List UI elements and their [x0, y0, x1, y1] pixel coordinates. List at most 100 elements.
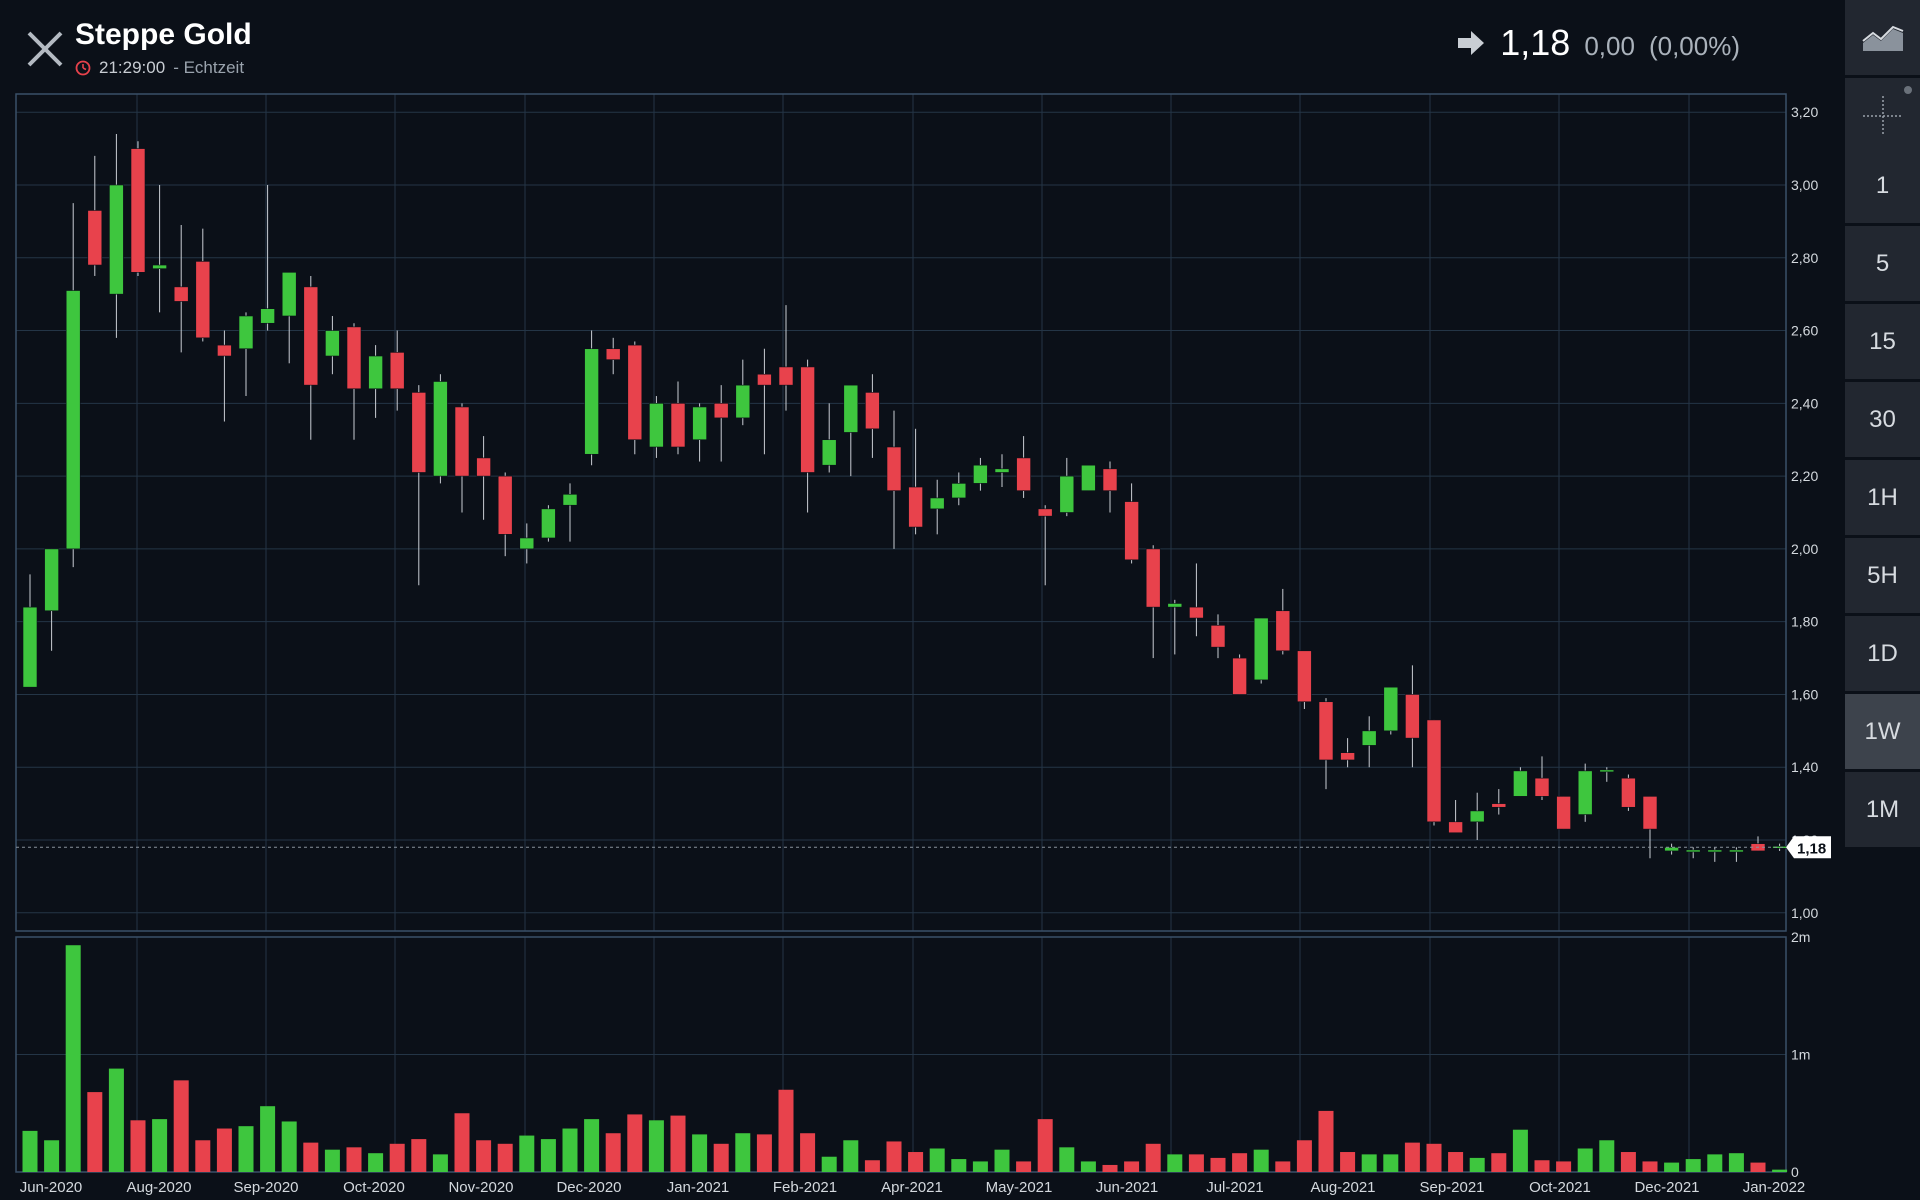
- volume-bar: [1275, 1161, 1291, 1172]
- candle-body: [65, 290, 81, 550]
- x-tick-label: Jan-2021: [667, 1179, 730, 1196]
- interval-button-5h[interactable]: 5H: [1845, 538, 1920, 613]
- candle-body: [325, 330, 340, 357]
- candle-body: [1729, 849, 1744, 853]
- interval-button-5[interactable]: 5: [1845, 226, 1920, 301]
- volume-tick-label: 2m: [1791, 929, 1810, 945]
- interval-button-1d[interactable]: 1D: [1845, 616, 1920, 691]
- candle-body: [1340, 752, 1355, 761]
- x-tick-label: Oct-2021: [1529, 1179, 1591, 1196]
- volume-bar: [1167, 1154, 1183, 1172]
- price-panel-border: [15, 93, 1787, 932]
- interval-button-15[interactable]: 15: [1845, 304, 1920, 379]
- candle-body: [1491, 803, 1507, 808]
- interval-button-1h[interactable]: 1H: [1845, 460, 1920, 535]
- x-tick-label: Nov-2020: [448, 1179, 513, 1196]
- volume-bar: [972, 1161, 988, 1172]
- x-tick-label: Jun-2021: [1096, 1179, 1159, 1196]
- candle-body: [1642, 796, 1658, 830]
- volume-bar: [886, 1141, 902, 1172]
- volume-bar: [1318, 1110, 1334, 1172]
- volume-bar: [1707, 1154, 1723, 1172]
- volume-bar: [605, 1133, 621, 1172]
- candle-body: [1016, 457, 1031, 491]
- crosshair-button[interactable]: [1845, 78, 1920, 153]
- price-change-percent: (0,00%): [1648, 31, 1740, 61]
- timestamp-line: 21:29:00 - Echtzeit: [75, 58, 244, 78]
- volume-bar: [584, 1119, 600, 1172]
- candle-body: [476, 457, 491, 477]
- volume-bar: [864, 1160, 880, 1172]
- volume-bar: [1102, 1164, 1118, 1172]
- x-tick-label: Feb-2021: [773, 1179, 837, 1196]
- candle-body: [1664, 846, 1679, 852]
- volume-bar: [44, 1140, 60, 1172]
- instrument-title: Steppe Gold: [75, 18, 252, 51]
- volume-bar: [432, 1154, 448, 1172]
- candle-body: [735, 384, 751, 419]
- interval-button-1m[interactable]: 1M: [1845, 772, 1920, 847]
- volume-bar: [908, 1152, 924, 1172]
- x-tick-label: Aug-2021: [1310, 1179, 1375, 1196]
- candle-body: [195, 261, 211, 339]
- candle-body: [389, 352, 405, 390]
- x-tick-label: Jan-2022: [1743, 1179, 1806, 1196]
- candle-body: [22, 606, 38, 688]
- candle-body: [1707, 849, 1723, 853]
- candle-body: [778, 366, 794, 386]
- candle-body: [541, 508, 556, 539]
- price-tick-label: 2,40: [1791, 395, 1818, 411]
- candle-body: [1145, 548, 1161, 608]
- x-tick-label: Oct-2020: [343, 1179, 405, 1196]
- volume-bar: [1404, 1142, 1420, 1172]
- candle-body: [1232, 657, 1247, 695]
- x-tick-label: Jun-2020: [20, 1179, 83, 1196]
- volume-bar: [1296, 1140, 1312, 1172]
- volume-bar: [130, 1120, 146, 1172]
- volume-bar: [519, 1135, 535, 1172]
- x-tick-label: Sep-2021: [1419, 1179, 1484, 1196]
- crosshair-indicator-dot: [1904, 86, 1912, 94]
- volume-bar: [411, 1139, 427, 1172]
- volume-bar: [1037, 1119, 1053, 1172]
- volume-bar: [843, 1140, 859, 1172]
- candle-body: [1448, 821, 1463, 834]
- candle-body: [843, 384, 859, 433]
- candle-body: [886, 446, 902, 491]
- price-tick-label: 2,80: [1791, 250, 1818, 266]
- volume-bar: [216, 1128, 232, 1172]
- volume-bar: [627, 1114, 643, 1172]
- current-price-marker: [1786, 836, 1831, 859]
- arrow-right-icon: [1458, 31, 1485, 55]
- candle-body: [1361, 730, 1377, 746]
- candle-body: [1383, 686, 1399, 732]
- candle-body: [1210, 625, 1226, 648]
- volume-bar: [281, 1121, 297, 1172]
- candle-body: [1599, 769, 1615, 773]
- candle-body: [800, 366, 815, 473]
- candle-body: [757, 373, 772, 386]
- interval-button-1w[interactable]: 1W: [1845, 694, 1920, 769]
- close-icon[interactable]: [24, 28, 66, 70]
- candle-body: [1426, 719, 1442, 823]
- volume-bar: [994, 1149, 1010, 1172]
- candle-body: [692, 406, 707, 441]
- volume-bar: [1750, 1162, 1766, 1172]
- volume-bar: [1059, 1147, 1075, 1172]
- chart-type-button[interactable]: [1845, 0, 1920, 75]
- x-tick-label: Sep-2020: [233, 1179, 298, 1196]
- interval-button-1[interactable]: 1: [1845, 148, 1920, 223]
- header: Steppe Gold 21:29:00 - Echtzeit 1,18 0,0…: [0, 0, 1845, 92]
- candle-body: [605, 348, 621, 360]
- volume-bar: [65, 945, 81, 1172]
- candlestick-chart[interactable]: 1,001,201,401,601,802,002,202,402,602,80…: [0, 0, 1845, 1200]
- interval-button-30[interactable]: 30: [1845, 382, 1920, 457]
- volume-bar: [1664, 1162, 1680, 1172]
- volume-bar: [648, 1120, 664, 1172]
- price-tick-label: 1,80: [1791, 614, 1818, 630]
- candle-body: [130, 148, 146, 273]
- price-change: 0,00: [1584, 31, 1635, 61]
- candle-body: [1577, 770, 1593, 815]
- candle-body: [1469, 810, 1485, 823]
- candle-body: [303, 286, 319, 386]
